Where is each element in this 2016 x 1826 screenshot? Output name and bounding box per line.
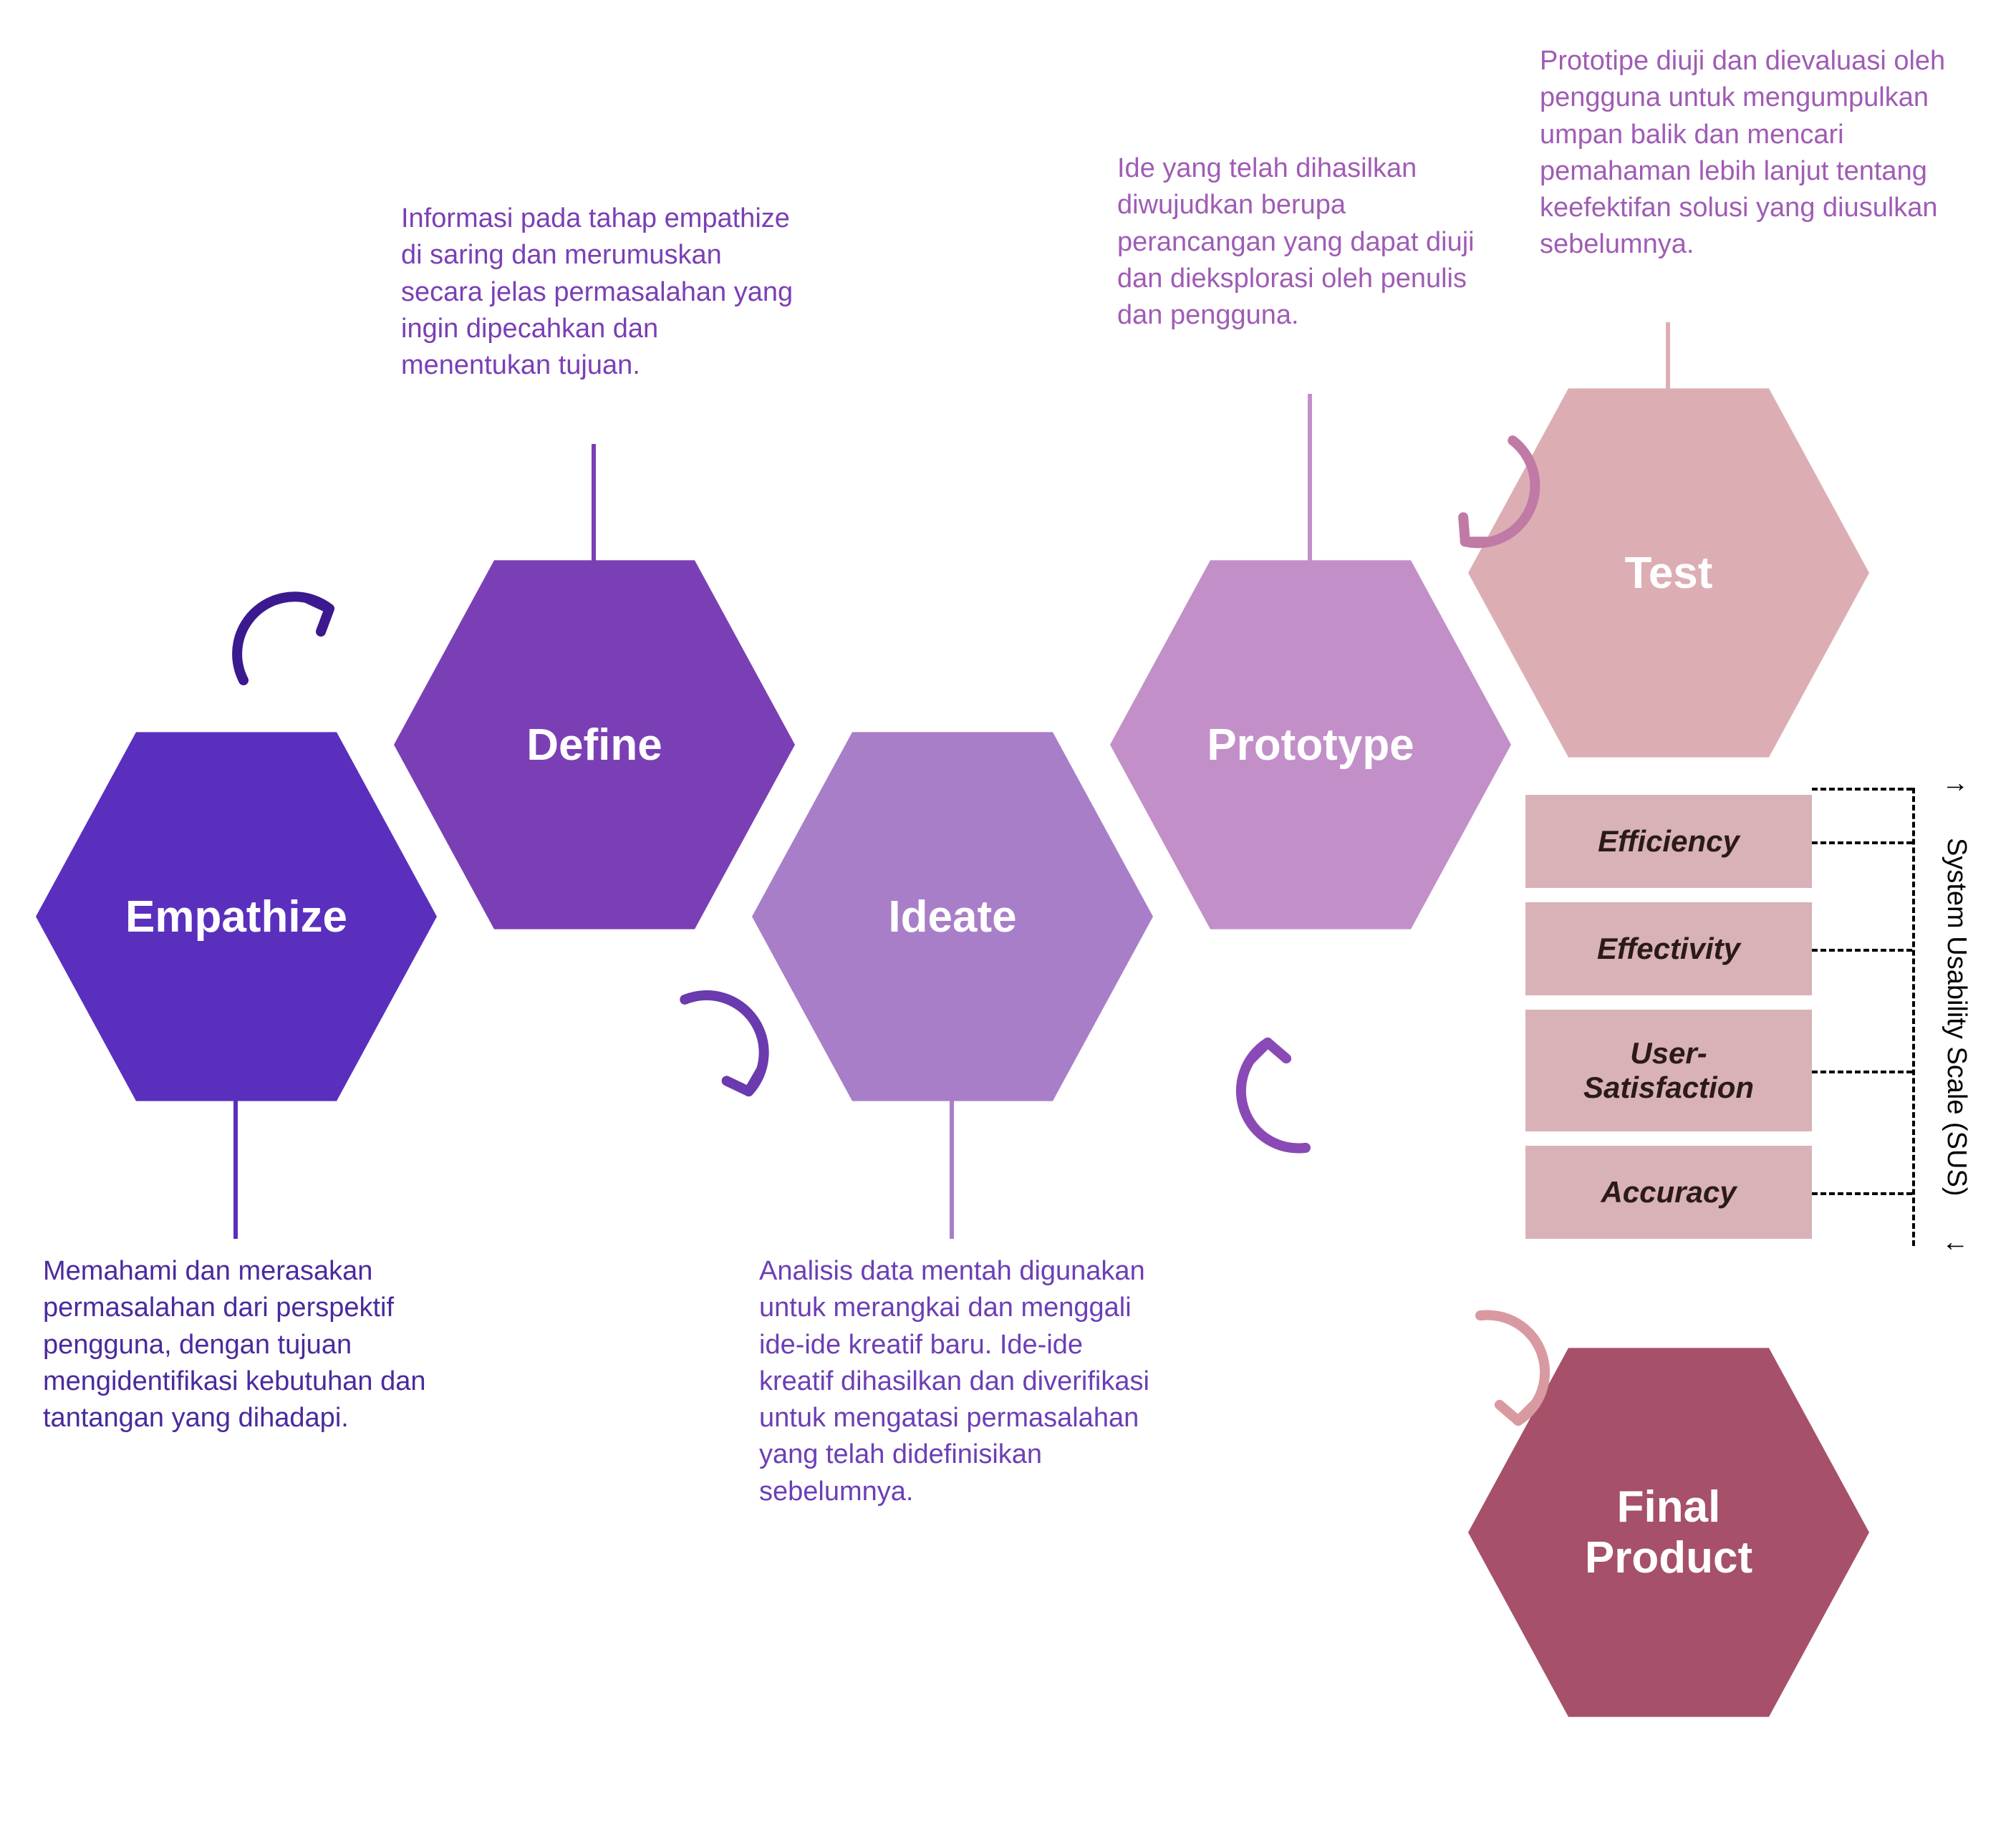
arrow-down-icon: ↓ <box>1941 1240 1972 1253</box>
metric-label: Effectivity <box>1597 932 1740 966</box>
metric-label: Efficiency <box>1598 824 1740 859</box>
metric-label: User-Satisfaction <box>1583 1036 1754 1105</box>
metric-satisfaction: User-Satisfaction <box>1525 1010 1812 1131</box>
desc-ideate: Analisis data mentah digunakan untuk mer… <box>759 1253 1160 1510</box>
curved-arrow-icon <box>1197 997 1381 1180</box>
metric-efficiency: Efficiency <box>1525 795 1812 888</box>
hex-test-label: Test <box>1625 548 1713 599</box>
sus-bracket-stub <box>1812 1192 1912 1195</box>
hex-ideate: Ideate <box>752 716 1153 1117</box>
metric-accuracy: Accuracy <box>1525 1146 1812 1239</box>
sus-bracket-vertical <box>1912 788 1915 1246</box>
hex-ideate-label: Ideate <box>888 892 1016 942</box>
desc-define: Informasi pada tahap empathize di saring… <box>401 201 802 384</box>
sus-bracket-stub <box>1812 1071 1912 1073</box>
connector-empathize <box>233 1096 238 1239</box>
curved-arrow-icon <box>639 975 794 1131</box>
sus-bracket-stub <box>1812 949 1912 952</box>
connector-ideate <box>950 1096 954 1239</box>
desc-test: Prototipe diuji dan dievaluasi oleh peng… <box>1540 43 1955 264</box>
connector-test <box>1666 322 1670 394</box>
sus-bracket-stub <box>1812 788 1912 791</box>
hex-final-label: Final Product <box>1585 1482 1752 1584</box>
connector-define <box>592 444 596 566</box>
desc-prototype: Ide yang telah dihasilkan diwujudkan ber… <box>1117 150 1490 334</box>
hex-prototype: Prototype <box>1110 544 1511 945</box>
desc-empathize: Memahami dan merasakan permasalahan dari… <box>43 1253 444 1436</box>
curved-arrow-icon <box>222 573 365 716</box>
hex-empathize-label: Empathize <box>125 892 347 942</box>
sus-bracket-stub <box>1812 841 1912 844</box>
sus-label: ↑ System Usability Scale (SUS) ↓ <box>1941 781 1972 1253</box>
hex-define: Define <box>394 544 795 945</box>
hex-empathize: Empathize <box>36 716 437 1117</box>
arrow-up-icon: ↑ <box>1941 781 1972 794</box>
sus-text: System Usability Scale (SUS) <box>1941 838 1972 1196</box>
hex-prototype-label: Prototype <box>1207 720 1414 771</box>
metric-label: Accuracy <box>1601 1175 1736 1209</box>
hex-define-label: Define <box>526 720 662 771</box>
connector-prototype <box>1308 394 1312 566</box>
metric-effectivity: Effectivity <box>1525 902 1812 995</box>
diagram-stage: Empathize Define Ideate Prototype Test F… <box>0 0 2016 1826</box>
